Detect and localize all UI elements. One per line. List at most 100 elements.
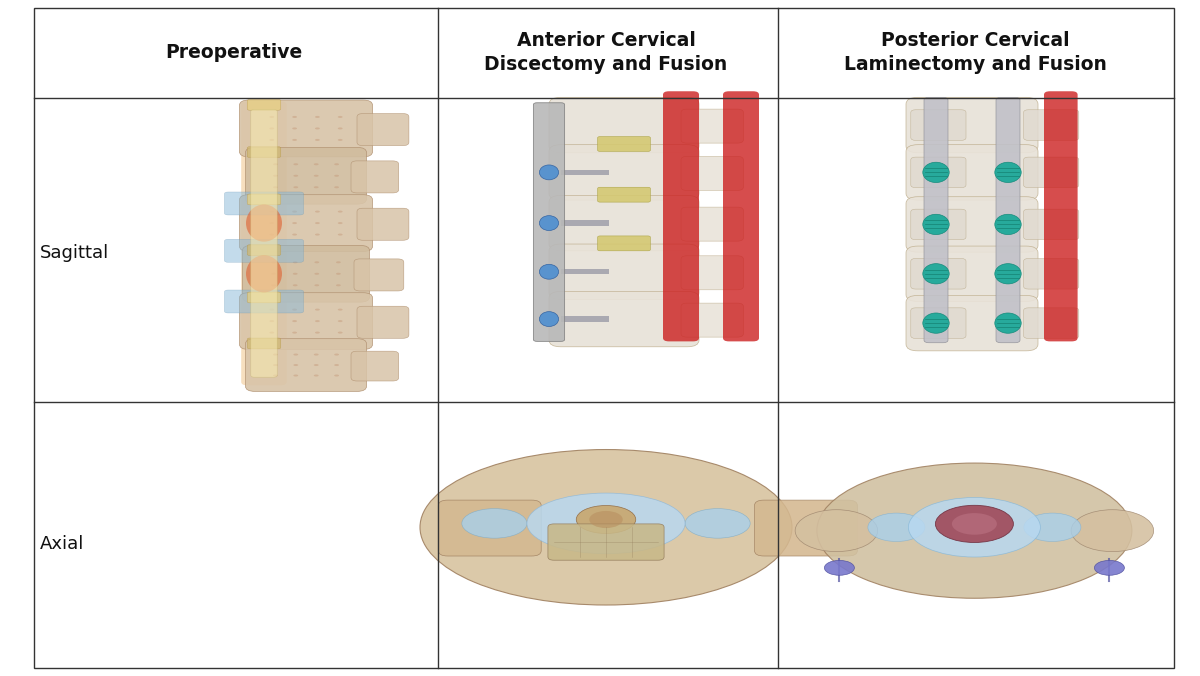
Ellipse shape <box>293 127 298 129</box>
Ellipse shape <box>336 285 341 287</box>
FancyBboxPatch shape <box>911 258 966 289</box>
Ellipse shape <box>316 234 319 236</box>
FancyBboxPatch shape <box>1044 91 1078 341</box>
FancyBboxPatch shape <box>438 500 541 556</box>
Ellipse shape <box>540 216 559 231</box>
Ellipse shape <box>336 273 341 275</box>
FancyBboxPatch shape <box>682 156 744 191</box>
Ellipse shape <box>314 364 319 366</box>
Ellipse shape <box>270 127 275 129</box>
Ellipse shape <box>316 211 319 212</box>
Ellipse shape <box>293 285 298 287</box>
Ellipse shape <box>294 375 299 377</box>
Ellipse shape <box>316 127 319 129</box>
Ellipse shape <box>462 508 527 538</box>
FancyBboxPatch shape <box>247 338 281 349</box>
FancyBboxPatch shape <box>1024 258 1079 289</box>
Ellipse shape <box>316 116 319 118</box>
Ellipse shape <box>923 162 949 183</box>
Ellipse shape <box>314 375 319 377</box>
Ellipse shape <box>293 116 298 118</box>
FancyBboxPatch shape <box>245 147 367 204</box>
Ellipse shape <box>923 264 949 284</box>
Text: Anterior Cervical
Discectomy and Fusion: Anterior Cervical Discectomy and Fusion <box>485 32 727 74</box>
FancyBboxPatch shape <box>906 197 1038 252</box>
FancyBboxPatch shape <box>224 290 304 313</box>
Ellipse shape <box>270 211 275 212</box>
Ellipse shape <box>1072 510 1153 552</box>
FancyBboxPatch shape <box>550 244 698 299</box>
FancyBboxPatch shape <box>548 524 664 560</box>
FancyBboxPatch shape <box>911 157 966 188</box>
FancyBboxPatch shape <box>755 500 857 556</box>
FancyBboxPatch shape <box>598 137 650 151</box>
Ellipse shape <box>335 186 340 189</box>
Ellipse shape <box>314 285 319 287</box>
FancyBboxPatch shape <box>240 100 373 157</box>
Ellipse shape <box>314 186 319 189</box>
Ellipse shape <box>246 204 282 241</box>
FancyBboxPatch shape <box>906 97 1038 153</box>
Ellipse shape <box>246 256 282 292</box>
FancyBboxPatch shape <box>251 110 277 377</box>
FancyBboxPatch shape <box>1024 209 1079 240</box>
FancyBboxPatch shape <box>550 145 698 200</box>
Ellipse shape <box>338 116 343 118</box>
FancyBboxPatch shape <box>354 259 403 291</box>
Ellipse shape <box>293 273 298 275</box>
Ellipse shape <box>923 214 949 235</box>
Ellipse shape <box>271 285 276 287</box>
Ellipse shape <box>316 308 319 310</box>
FancyBboxPatch shape <box>358 208 409 240</box>
Ellipse shape <box>274 354 278 356</box>
Ellipse shape <box>316 320 319 322</box>
Ellipse shape <box>274 186 278 189</box>
Ellipse shape <box>335 354 340 356</box>
Ellipse shape <box>335 174 340 177</box>
Ellipse shape <box>936 506 1014 542</box>
FancyBboxPatch shape <box>358 306 409 338</box>
FancyBboxPatch shape <box>996 97 1020 343</box>
Ellipse shape <box>995 214 1021 235</box>
FancyBboxPatch shape <box>911 308 966 339</box>
Ellipse shape <box>338 211 343 212</box>
FancyBboxPatch shape <box>240 293 373 349</box>
Ellipse shape <box>294 163 299 165</box>
Text: Posterior Cervical
Laminectomy and Fusion: Posterior Cervical Laminectomy and Fusio… <box>844 32 1108 74</box>
Ellipse shape <box>274 174 278 177</box>
Text: Preoperative: Preoperative <box>166 43 302 62</box>
FancyBboxPatch shape <box>911 209 966 240</box>
Ellipse shape <box>314 261 319 264</box>
FancyBboxPatch shape <box>247 245 281 256</box>
Ellipse shape <box>314 354 319 356</box>
FancyBboxPatch shape <box>242 245 370 302</box>
Bar <box>562 316 610 322</box>
Ellipse shape <box>270 116 275 118</box>
Ellipse shape <box>420 450 792 605</box>
Ellipse shape <box>338 127 343 129</box>
Ellipse shape <box>338 320 343 322</box>
Ellipse shape <box>294 364 299 366</box>
FancyBboxPatch shape <box>911 110 966 141</box>
Ellipse shape <box>1024 513 1081 541</box>
Ellipse shape <box>335 364 340 366</box>
FancyBboxPatch shape <box>550 195 698 251</box>
FancyBboxPatch shape <box>906 295 1038 351</box>
FancyBboxPatch shape <box>1024 157 1079 188</box>
Ellipse shape <box>294 174 299 177</box>
Ellipse shape <box>270 308 275 310</box>
Ellipse shape <box>796 510 877 552</box>
Ellipse shape <box>293 331 298 334</box>
Ellipse shape <box>338 222 343 224</box>
Ellipse shape <box>1094 560 1124 575</box>
Ellipse shape <box>274 364 278 366</box>
FancyBboxPatch shape <box>682 256 744 290</box>
FancyBboxPatch shape <box>906 145 1038 200</box>
Ellipse shape <box>270 320 275 322</box>
Ellipse shape <box>274 163 278 165</box>
Ellipse shape <box>270 331 275 334</box>
FancyBboxPatch shape <box>1024 110 1079 141</box>
Ellipse shape <box>338 234 343 236</box>
FancyBboxPatch shape <box>682 207 744 241</box>
Ellipse shape <box>952 513 997 535</box>
